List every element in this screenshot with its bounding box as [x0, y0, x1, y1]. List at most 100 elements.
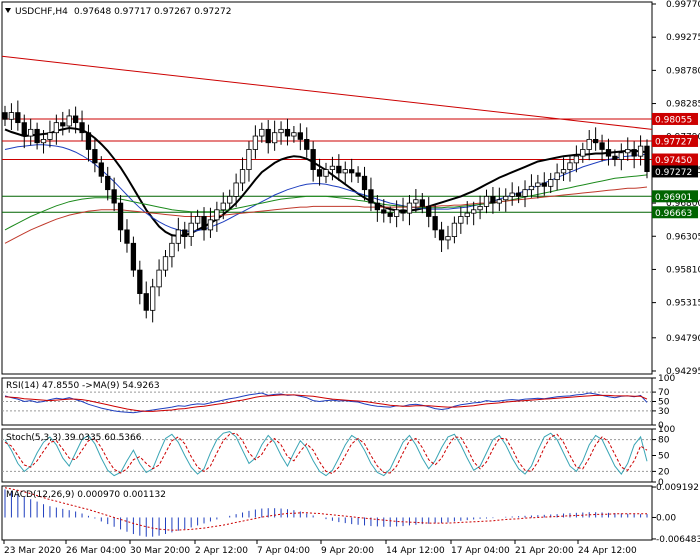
stoch-tick-label: 20 — [658, 467, 670, 477]
level-label: 0.97272 — [655, 168, 692, 178]
macd-panel-frame — [1, 485, 653, 541]
price-tick-label: 0.99275 — [666, 33, 700, 43]
candle-body — [15, 112, 21, 124]
candle-body — [548, 179, 554, 187]
candle-body — [458, 216, 464, 224]
macd-tick-label: -0.006483 — [656, 535, 700, 545]
candle-body — [169, 242, 175, 258]
candle-body — [117, 202, 124, 231]
candle-body — [419, 199, 425, 207]
candle-body — [233, 182, 239, 197]
stoch-tick-label: 0 — [658, 478, 664, 488]
candle-body — [509, 192, 515, 197]
time-tick-label: 2 Apr 12:00 — [195, 546, 248, 556]
level-label: 0.96663 — [655, 209, 692, 219]
candle-body — [381, 209, 387, 214]
candle-body — [451, 222, 458, 237]
candle-body — [47, 132, 53, 140]
level-label: 0.97727 — [655, 137, 692, 147]
price-tick-label: 0.98285 — [666, 100, 700, 110]
candle-body — [618, 152, 624, 160]
candle-body — [522, 189, 528, 197]
trendline — [1, 55, 653, 130]
time-tick-label: 23 Mar 2020 — [4, 546, 61, 556]
candle-body — [483, 195, 490, 207]
candle-body — [637, 145, 644, 157]
rsi-line-red — [4, 394, 648, 412]
candle-body — [554, 172, 560, 181]
candle-body — [291, 132, 297, 137]
candle-body — [259, 128, 265, 137]
candle-body — [644, 145, 650, 172]
candle-body — [227, 195, 233, 204]
level-label: 0.97450 — [655, 156, 692, 166]
candle-body — [252, 135, 259, 150]
time-tick-label: 26 Mar 04:00 — [66, 546, 126, 556]
time-tick-label: 24 Apr 12:00 — [578, 546, 637, 556]
price-tick-label: 0.98780 — [666, 66, 700, 76]
candle-body — [207, 219, 214, 231]
candle-body — [541, 182, 547, 187]
candle-body — [631, 149, 637, 157]
candle-body — [503, 195, 509, 201]
candle-body — [156, 269, 162, 288]
candle-body — [400, 209, 406, 214]
dropdown-triangle-icon — [5, 8, 11, 13]
candle-body — [162, 256, 169, 271]
candle-body — [92, 149, 98, 164]
candle-body — [438, 229, 445, 241]
candle-body — [34, 128, 40, 144]
candle-body — [130, 242, 137, 271]
candle-body — [471, 209, 477, 214]
candle-body — [464, 212, 470, 217]
candle-body — [310, 149, 316, 170]
candle-body — [297, 132, 303, 140]
candle-body — [355, 172, 361, 177]
rsi-tick-label: 50 — [658, 398, 670, 408]
stoch-tick-label: 50 — [658, 452, 670, 462]
level-label-box — [652, 206, 698, 219]
candle-body — [239, 169, 246, 184]
candle-body — [612, 155, 618, 160]
candle-body — [387, 212, 393, 217]
candle-body — [194, 216, 201, 224]
candle-body — [368, 189, 374, 204]
candle-body — [323, 169, 329, 177]
candle-body — [605, 149, 612, 157]
candle-body — [105, 175, 111, 191]
candle-body — [361, 175, 368, 191]
level-label: 0.98055 — [655, 115, 692, 125]
candle-body — [28, 128, 34, 137]
candle-body — [432, 216, 438, 231]
ohlc-values: 0.97648 0.97717 0.97267 0.97272 — [74, 7, 231, 17]
candle-body — [79, 122, 85, 134]
price-tick-label: 0.95810 — [666, 265, 700, 275]
candle-body — [349, 169, 355, 174]
price-tick-label: 0.95315 — [666, 299, 700, 309]
time-tick-label: 9 Apr 20:00 — [321, 546, 374, 556]
candle-body — [599, 142, 605, 150]
time-tick-label: 30 Mar 20:00 — [130, 546, 190, 556]
rsi-title: RSI(14) 47.8550 ->MA(9) 54.9263 — [6, 381, 160, 391]
candle-body — [342, 169, 348, 174]
level-label-box — [652, 165, 698, 178]
candle-body — [445, 236, 451, 241]
candle-body — [560, 169, 567, 174]
candle-body — [188, 222, 194, 237]
candle-body — [573, 155, 580, 164]
candle-body — [580, 149, 586, 157]
candle-body — [477, 206, 483, 211]
time-tick-label: 14 Apr 12:00 — [386, 546, 445, 556]
time-tick-label: 7 Apr 04:00 — [257, 546, 310, 556]
candle-body — [150, 286, 156, 311]
candle-body — [8, 112, 15, 120]
candle-body — [124, 229, 130, 244]
candle-body — [66, 115, 72, 127]
macd-tick-label: 0.00 — [656, 513, 676, 523]
level-label: 0.96901 — [655, 193, 692, 203]
candle-body — [98, 162, 104, 177]
candle-body — [60, 122, 66, 127]
level-label-box — [652, 112, 698, 125]
rsi-tick-label: 100 — [658, 374, 675, 384]
